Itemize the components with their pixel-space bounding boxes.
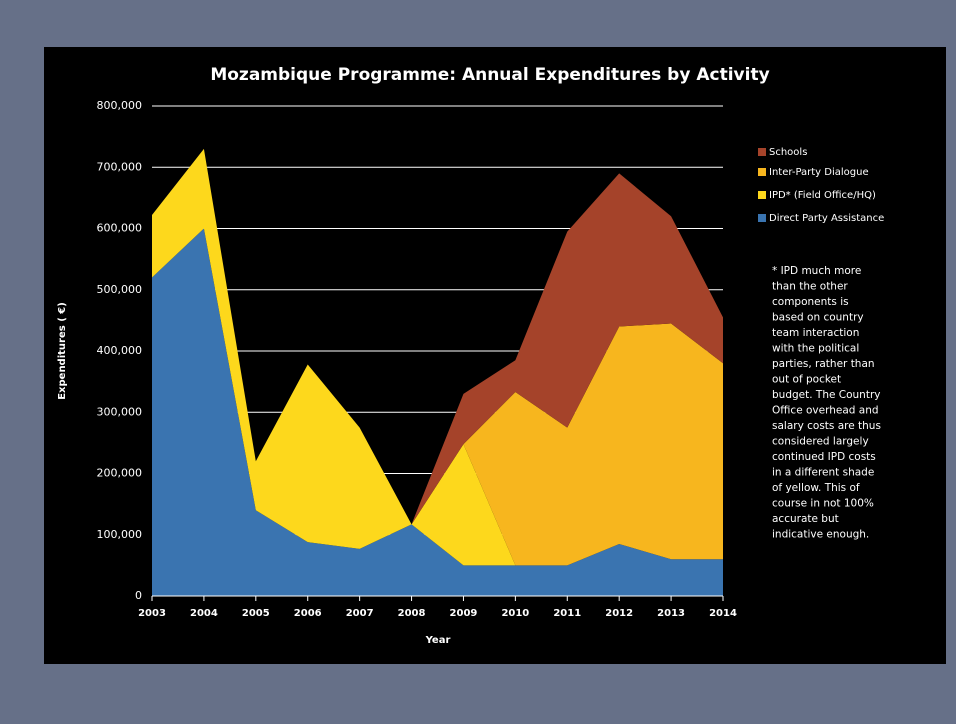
- y-tick-label: 800,000: [97, 99, 143, 112]
- legend-label: Schools: [769, 147, 807, 158]
- x-tick-label: 2004: [190, 608, 218, 619]
- annotation-line: course in not 100%: [772, 498, 874, 510]
- annotation-line: parties, rather than: [772, 358, 875, 370]
- y-tick-label: 500,000: [97, 283, 143, 296]
- area: [152, 148, 723, 566]
- annotation-line: of yellow. This of: [772, 482, 860, 494]
- x-tick-label: 2013: [657, 608, 685, 619]
- annotation-line: * IPD much more: [772, 265, 861, 277]
- annotation-line: with the political: [772, 343, 859, 355]
- legend-swatch: [758, 191, 766, 199]
- x-tick-label: 2011: [553, 608, 581, 619]
- legend-swatch: [758, 168, 766, 176]
- y-tick-label: 0: [135, 589, 142, 602]
- legend-label: Inter-Party Dialogue: [769, 167, 869, 178]
- annotation-line: Office overhead and: [772, 405, 879, 417]
- annotation-line: team interaction: [772, 327, 859, 339]
- legend-swatch: [758, 214, 766, 222]
- legend-label: Direct Party Assistance: [769, 213, 884, 224]
- annotation-line: continued IPD costs: [772, 451, 876, 463]
- y-axis-label: Expenditures ( €): [57, 302, 68, 400]
- y-tick-label: 100,000: [97, 528, 143, 541]
- x-tick-label: 2014: [709, 608, 737, 619]
- y-tick-label: 400,000: [97, 344, 143, 357]
- x-tick-label: 2006: [294, 608, 322, 619]
- annotation-line: considered largely: [772, 436, 869, 448]
- x-tick-label: 2009: [450, 608, 478, 619]
- x-tick-label: 2012: [605, 608, 633, 619]
- chart-title: Mozambique Programme: Annual Expenditure…: [210, 65, 769, 85]
- annotation-line: salary costs are thus: [772, 420, 881, 432]
- x-tick-label: 2010: [501, 608, 529, 619]
- y-tick-label: 200,000: [97, 467, 143, 480]
- y-tick-label: 300,000: [97, 405, 143, 418]
- y-tick-label: 600,000: [97, 222, 143, 235]
- annotation-line: based on country: [772, 312, 864, 324]
- annotation-line: components is: [772, 296, 849, 308]
- annotation-line: accurate but: [772, 513, 839, 525]
- x-tick-label: 2003: [138, 608, 166, 619]
- x-tick-label: 2007: [346, 608, 374, 619]
- y-tick-label: 700,000: [97, 160, 143, 173]
- annotation-line: budget. The Country: [772, 389, 880, 401]
- x-axis-label: Year: [425, 635, 451, 646]
- area: [152, 148, 723, 566]
- annotation-line: indicative enough.: [772, 529, 869, 541]
- legend-label: IPD* (Field Office/HQ): [769, 190, 876, 201]
- legend-swatch: [758, 148, 766, 156]
- annotation-line: in a different shade: [772, 467, 874, 479]
- annotation-line: than the other: [772, 281, 848, 293]
- x-tick-label: 2005: [242, 608, 270, 619]
- area: [152, 148, 723, 525]
- x-tick-label: 2008: [398, 608, 426, 619]
- area: [152, 228, 723, 596]
- annotation-line: out of pocket: [772, 374, 841, 386]
